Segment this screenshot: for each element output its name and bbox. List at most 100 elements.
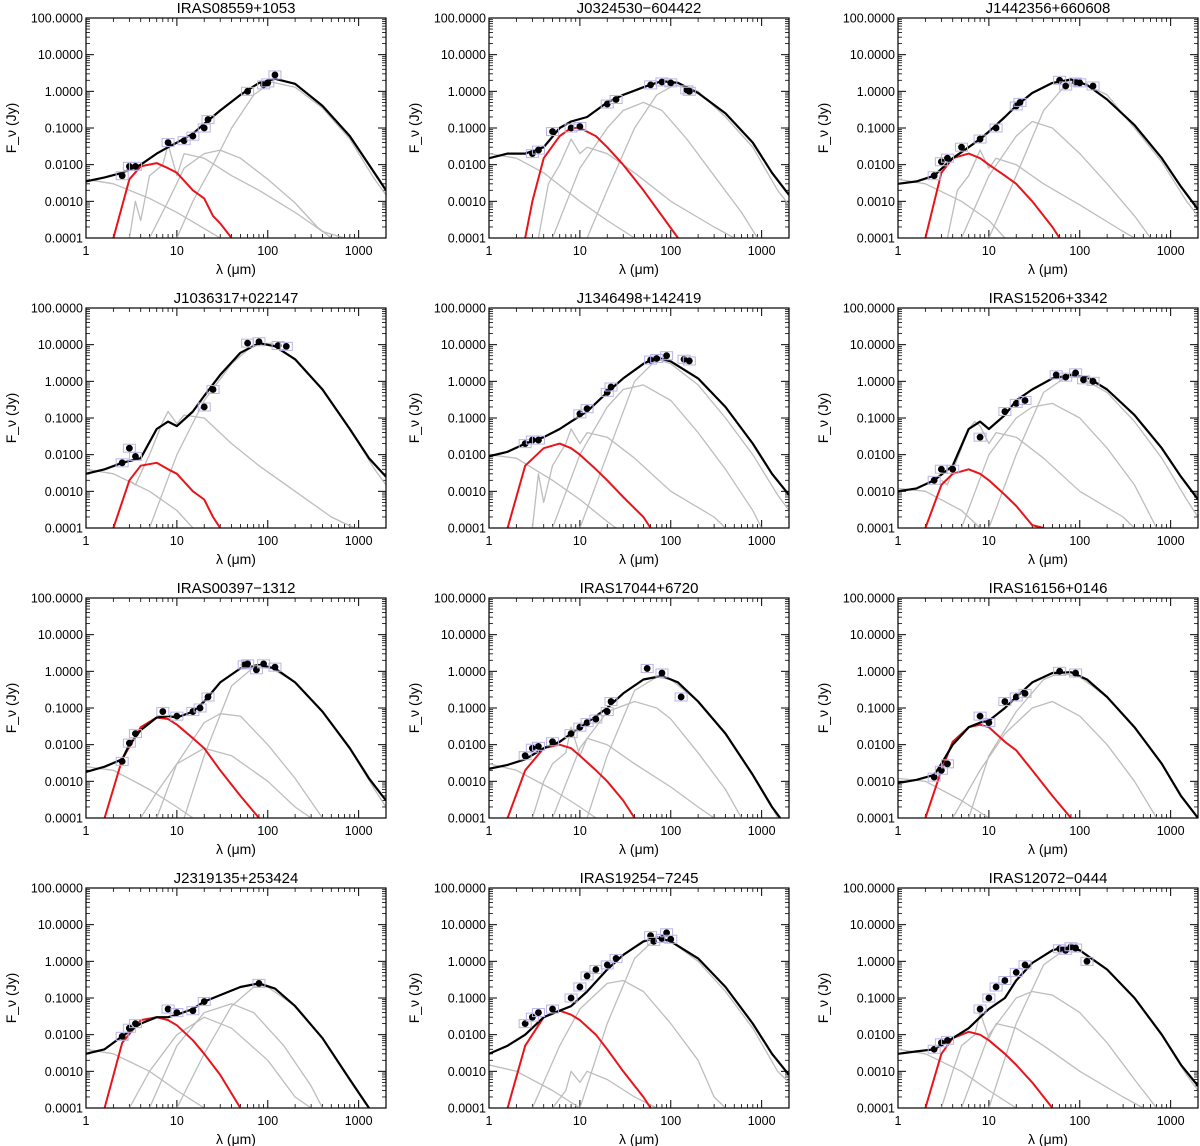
y-tick-label: 0.0100	[857, 738, 895, 752]
data-point	[125, 444, 133, 452]
error-box	[1013, 97, 1027, 107]
component-1-curve	[129, 410, 355, 528]
y-tick-label: 100.0000	[434, 302, 486, 316]
sed-curves	[489, 936, 789, 1108]
data-point	[1062, 373, 1070, 381]
data-point	[576, 723, 584, 731]
error-box	[998, 976, 1012, 986]
y-tick-label: 0.1000	[45, 992, 83, 1006]
error-box	[1086, 376, 1100, 386]
error-box	[934, 464, 948, 474]
error-box	[1069, 943, 1083, 953]
data-point	[204, 116, 212, 123]
data-point	[643, 665, 651, 672]
panel-grid: IRAS08559+1053 0.0001 0.0010 0.0100 0.1000 1.…	[3, 0, 1199, 1146]
data-point	[255, 338, 263, 346]
y-tick-label: 1.0000	[45, 955, 83, 969]
data-point	[132, 452, 139, 460]
data-point	[1021, 397, 1029, 404]
data-point	[944, 760, 951, 768]
data-point	[164, 1005, 172, 1013]
x-axis-label: λ (μm)	[619, 1131, 659, 1146]
data-point	[521, 440, 529, 448]
y-tick-label: 10.0000	[441, 628, 486, 642]
error-box	[170, 1008, 184, 1018]
data-point	[647, 81, 654, 89]
data-point	[535, 146, 542, 154]
data-point	[118, 757, 126, 765]
error-box	[1053, 666, 1067, 676]
error-box	[609, 94, 623, 104]
error-box	[161, 138, 175, 148]
error-box	[252, 978, 266, 988]
error-box	[682, 86, 696, 96]
photometry-points	[927, 942, 1094, 1054]
data-point	[118, 1032, 126, 1040]
x-tick-label: 1	[83, 824, 90, 838]
data-point	[1072, 669, 1080, 677]
error-box	[1077, 375, 1091, 385]
sed-panel: J1346498+142419 0.0001 0.0010 0.0100 0.1000 1…	[406, 290, 790, 567]
error-box	[531, 145, 545, 155]
y-tick-label: 1.0000	[857, 85, 895, 99]
error-box	[644, 80, 658, 90]
panel-title: IRAS00397−1312	[177, 580, 296, 597]
x-tick-label: 1	[83, 1114, 90, 1128]
panel-title: IRAS19254−7245	[580, 870, 699, 887]
error-box	[546, 127, 560, 137]
error-box	[650, 353, 664, 363]
y-tick-label: 100.0000	[843, 302, 895, 316]
x-tick-label: 100	[660, 1114, 681, 1128]
error-box	[600, 960, 614, 970]
data-point	[189, 132, 197, 140]
error-box	[573, 982, 587, 992]
error-box	[955, 142, 969, 152]
data-point	[567, 730, 575, 738]
y-tick-label: 0.1000	[448, 122, 486, 136]
y-tick-label: 0.1000	[857, 412, 895, 426]
error-box	[170, 711, 184, 721]
error-box	[927, 171, 941, 181]
component-1-curve	[489, 152, 635, 238]
data-point	[264, 79, 272, 87]
error-box	[600, 707, 614, 717]
data-point	[200, 124, 208, 132]
x-axis-label: λ (μm)	[216, 841, 256, 857]
error-box	[241, 86, 255, 96]
error-box	[589, 964, 603, 974]
data-point	[985, 994, 993, 1002]
sed-panel: J2319135+253424 0.0001 0.0010 0.0100 0.1000 1…	[3, 870, 387, 1146]
y-tick-label: 100.0000	[31, 882, 83, 896]
photometry-points	[518, 928, 678, 1029]
error-box	[664, 78, 678, 88]
data-point	[132, 730, 139, 738]
y-tick-label: 0.0001	[857, 1102, 895, 1116]
error-box	[115, 1031, 129, 1041]
data-point	[132, 1020, 139, 1028]
error-box	[1080, 956, 1094, 966]
data-point	[944, 154, 951, 162]
x-axis-label: λ (μm)	[216, 261, 256, 277]
component-1-curve	[531, 428, 726, 528]
data-point	[930, 773, 938, 781]
panel-title: J2319135+253424	[174, 870, 299, 887]
y-tick-label: 0.0010	[448, 775, 486, 789]
component-2-curve	[960, 402, 1158, 528]
sed-panel: IRAS16156+0146 0.0001 0.0010 0.0100 0.1000 1.…	[815, 580, 1199, 857]
x-tick-label: 10	[170, 1114, 184, 1128]
data-point	[118, 459, 126, 467]
data-point	[992, 124, 1000, 132]
error-box	[973, 432, 987, 442]
component-2-curve	[140, 747, 312, 818]
photometry-points	[115, 978, 266, 1041]
data-point	[1062, 82, 1070, 90]
error-box	[531, 1008, 545, 1018]
panel-title: IRAS17044+6720	[580, 580, 699, 597]
data-point	[125, 1024, 133, 1032]
data-point	[1021, 690, 1029, 697]
data-point	[603, 708, 611, 715]
panel-title: IRAS16156+0146	[989, 580, 1108, 597]
data-point	[1012, 400, 1020, 407]
data-point	[549, 738, 556, 746]
